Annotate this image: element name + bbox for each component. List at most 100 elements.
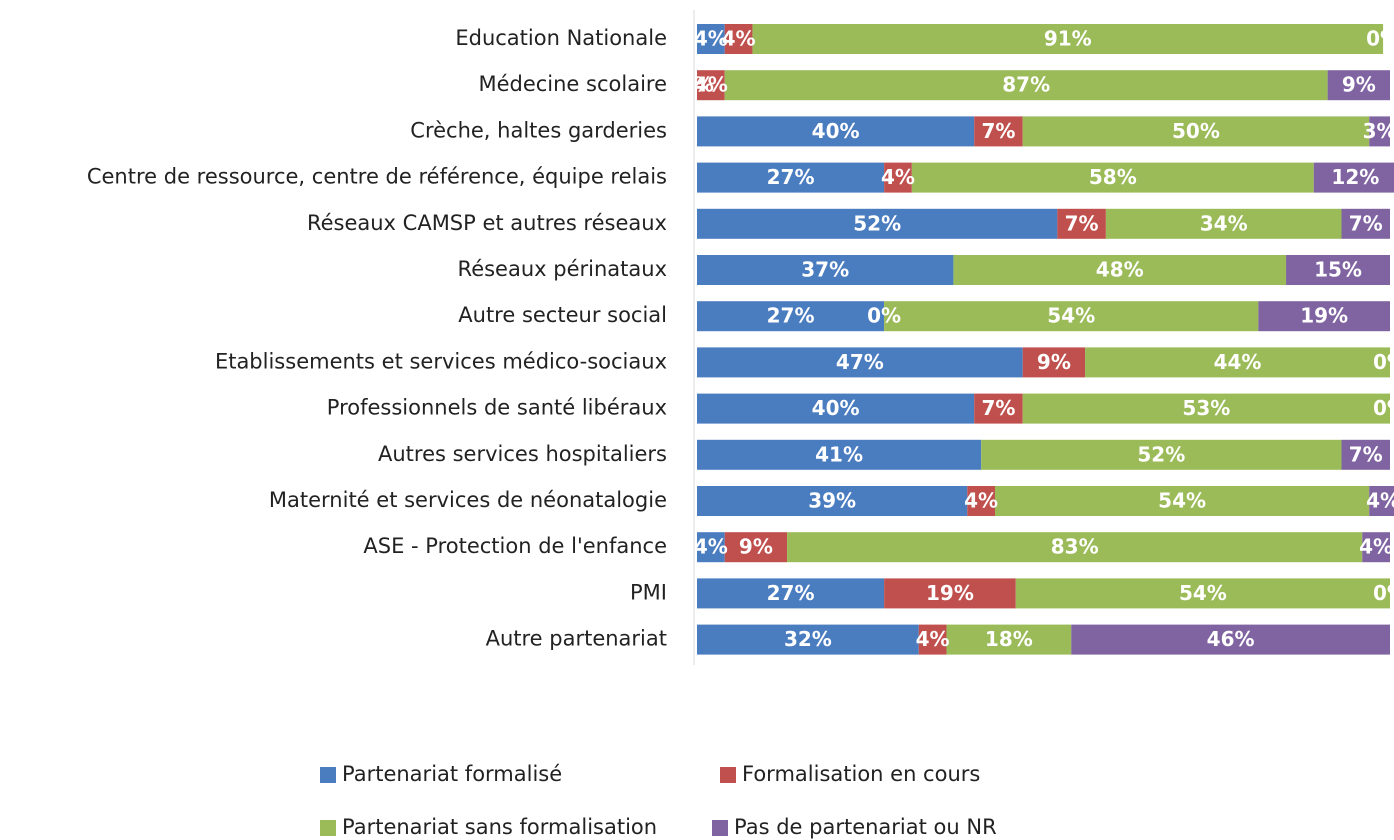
data-label: 27% <box>767 165 815 189</box>
bar-segment <box>1362 532 1390 563</box>
bar-segment <box>1105 208 1342 239</box>
data-label: 52% <box>853 211 901 235</box>
data-label: 19% <box>926 581 974 605</box>
bar-segment <box>697 393 975 424</box>
bar-segment <box>946 624 1072 655</box>
data-label: 19% <box>1300 304 1348 328</box>
category-label: Crèche, haltes garderies <box>410 118 667 142</box>
category-label: Autre secteur social <box>458 303 667 327</box>
data-label: 39% <box>808 489 856 513</box>
category-label: ASE - Protection de l'enfance <box>363 534 667 558</box>
category-label: Etablissements et services médico-sociau… <box>215 349 667 373</box>
data-label: 0% <box>680 73 714 97</box>
bar-segment <box>1341 208 1390 239</box>
bar-segment <box>1057 208 1106 239</box>
bar-segment <box>697 116 975 147</box>
bar-segment <box>884 578 1016 609</box>
bar-segment <box>884 162 912 193</box>
data-label: 7% <box>1349 442 1383 466</box>
bar-segment <box>1341 439 1390 470</box>
category-label: Réseaux CAMSP et autres réseaux <box>307 211 667 235</box>
bar-segment <box>967 486 995 516</box>
data-label: 15% <box>1314 258 1362 282</box>
category-label: Autre partenariat <box>486 627 667 651</box>
data-label: 12% <box>1331 165 1379 189</box>
bar-segment <box>724 24 753 54</box>
data-label: 50% <box>1172 119 1220 143</box>
category-label: Centre de ressource, centre de référence… <box>87 165 667 189</box>
data-label: 4% <box>881 165 915 189</box>
category-label: PMI <box>630 580 667 604</box>
data-label: 18% <box>985 627 1033 651</box>
bar-segment <box>994 486 1370 516</box>
bar-segment <box>752 24 1384 54</box>
bar-segment <box>1022 393 1390 424</box>
data-label: 41% <box>815 442 863 466</box>
bar-segment <box>724 70 1328 101</box>
bar-segment <box>1258 301 1390 332</box>
data-label: 32% <box>784 627 832 651</box>
bar-segment <box>918 624 947 655</box>
legend-swatch <box>320 767 336 783</box>
bar-segment <box>1071 624 1390 655</box>
bar-segment <box>981 439 1342 470</box>
category-label: Autres services hospitaliers <box>378 442 667 466</box>
category-label: Médecine scolaire <box>478 72 667 96</box>
data-label: 48% <box>1096 258 1144 282</box>
data-label: 0% <box>1373 350 1394 374</box>
data-label: 53% <box>1182 396 1230 420</box>
bar-segment <box>697 70 725 101</box>
category-label: Réseaux périnataux <box>458 257 667 281</box>
data-label: 4% <box>964 489 998 513</box>
data-label: 0% <box>867 304 901 328</box>
legend-label: Partenariat formalisé <box>342 762 562 786</box>
data-label: 4% <box>694 27 728 51</box>
data-label: 27% <box>767 304 815 328</box>
data-label: 7% <box>981 119 1015 143</box>
bar-segment <box>697 255 954 285</box>
legend-swatch <box>720 767 736 783</box>
bar-segment <box>787 532 1363 563</box>
data-label: 4% <box>1366 489 1394 513</box>
bar-segment <box>697 532 725 563</box>
data-label: 27% <box>767 581 815 605</box>
category-label: Professionnels de santé libéraux <box>327 396 667 420</box>
bar-segment <box>1022 347 1086 378</box>
data-label: 7% <box>1349 211 1383 235</box>
data-label: 52% <box>1137 442 1185 466</box>
legend-swatch <box>712 820 728 836</box>
data-label: 54% <box>1158 489 1206 513</box>
data-label: 54% <box>1047 304 1095 328</box>
bar-segment <box>1286 255 1390 285</box>
bar-segment <box>724 532 788 563</box>
data-label: 40% <box>812 396 860 420</box>
data-label: 34% <box>1200 211 1248 235</box>
data-label: 9% <box>1342 73 1376 97</box>
bar-segment <box>697 208 1058 239</box>
bar-segment <box>697 486 968 516</box>
data-label: 4% <box>694 535 728 559</box>
data-label: 47% <box>836 350 884 374</box>
bar-segment <box>1369 116 1390 147</box>
bar-segment <box>1085 347 1390 378</box>
data-label: 4% <box>916 627 950 651</box>
data-label: 46% <box>1207 627 1255 651</box>
bar-segment <box>1313 162 1394 193</box>
bar-segment <box>697 347 1023 378</box>
bar-segment <box>697 624 919 655</box>
data-label: 83% <box>1051 535 1099 559</box>
data-label: 7% <box>1065 211 1099 235</box>
bar-segment <box>697 24 725 54</box>
legend-label: Formalisation en cours <box>742 762 980 786</box>
category-label: Education Nationale <box>455 26 667 50</box>
category-label: Maternité et services de néonatalogie <box>269 488 667 512</box>
bar-segment <box>911 162 1314 193</box>
data-label: 44% <box>1214 350 1262 374</box>
legend-label: Partenariat sans formalisation <box>342 815 657 839</box>
data-label: 0% <box>1373 581 1394 605</box>
data-label: 37% <box>801 258 849 282</box>
data-label: 9% <box>739 535 773 559</box>
bar-segment <box>697 439 982 470</box>
bar-segment <box>1327 70 1390 101</box>
